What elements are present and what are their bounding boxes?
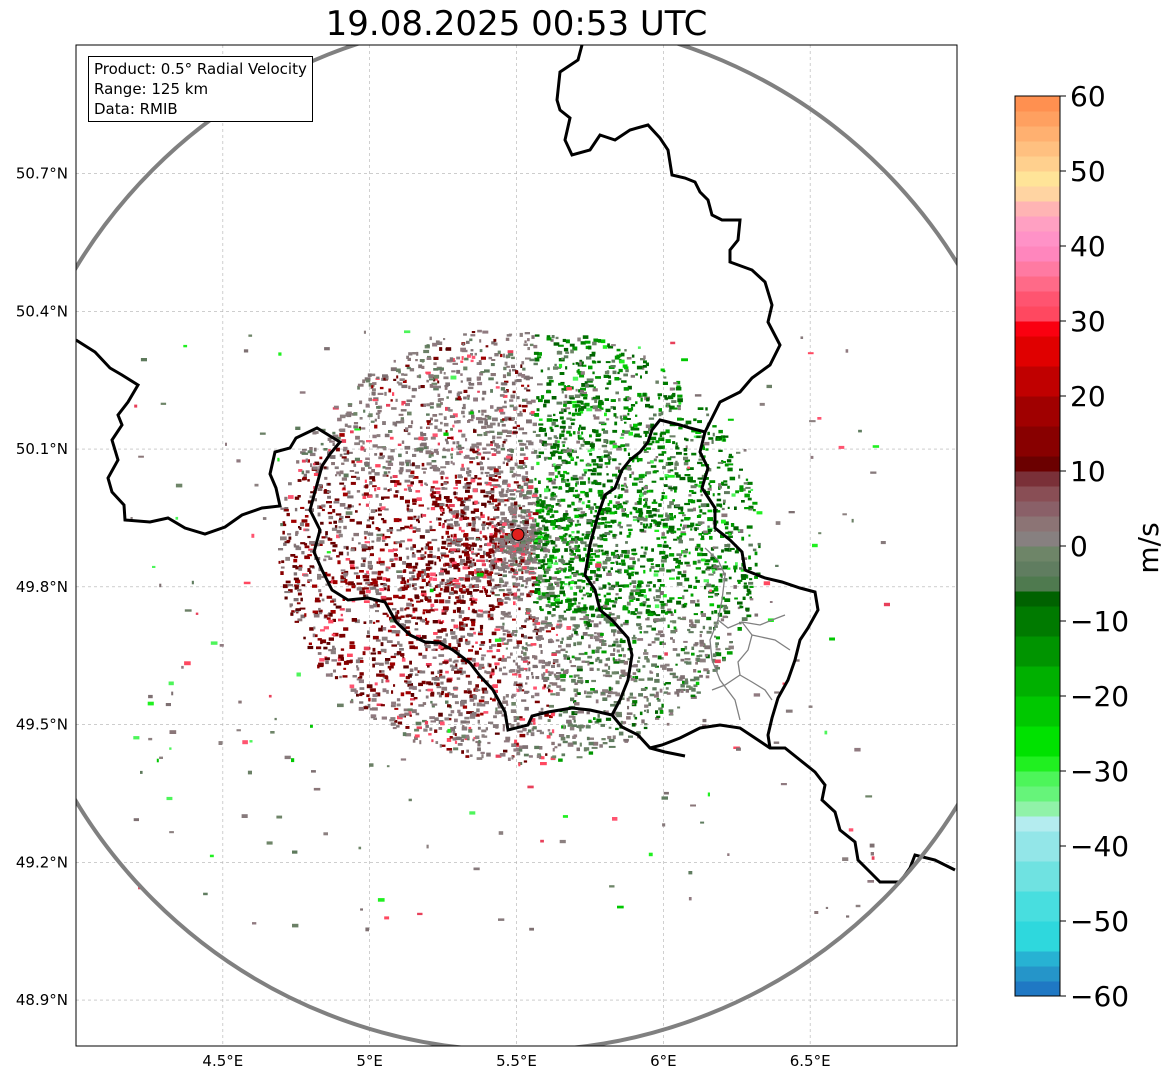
colorbar-band: [1015, 111, 1060, 127]
colorbar-band: [1015, 561, 1060, 577]
lat-tick-label: 49.5°N: [16, 716, 68, 734]
colorbar-unit: m/s: [1132, 522, 1165, 573]
colorbar-band: [1015, 171, 1060, 187]
colorbar-band: [1015, 801, 1060, 817]
colorbar-band: [1015, 696, 1060, 727]
border-be-fr: [76, 338, 686, 758]
colorbar-band: [1015, 231, 1060, 247]
info-box: Product: 0.5° Radial Velocity Range: 125…: [88, 56, 313, 122]
colorbar-band: [1015, 516, 1060, 532]
colorbar-band: [1015, 726, 1060, 757]
y-axis-ticks: 48.9°N 49.2°N 49.5°N 49.8°N 50.1°N 50.4°N 50.7…: [16, 165, 68, 1010]
colorbar-band: [1015, 306, 1060, 322]
colorbar-band: [1015, 531, 1060, 547]
colorbar-band: [1015, 126, 1060, 142]
colorbar-band: [1015, 456, 1060, 472]
radar-echoes: [130, 329, 890, 932]
colorbar-band: [1015, 501, 1060, 517]
colorbar-band: [1015, 861, 1060, 892]
border-lu-de: [698, 431, 820, 749]
colorbar-band: [1015, 486, 1060, 502]
colorbar-tick-label: −30: [1070, 755, 1129, 788]
colorbar-band: [1015, 186, 1060, 202]
lon-tick-label: 4.5°E: [202, 1052, 243, 1070]
lon-tick-label: 6°E: [650, 1052, 677, 1070]
radar-site-marker: [511, 527, 525, 541]
lat-tick-label: 50.7°N: [16, 165, 68, 183]
colorbar-band: [1015, 426, 1060, 457]
colorbar-band: [1015, 261, 1060, 277]
lat-tick-label: 49.2°N: [16, 853, 68, 871]
colorbar-band: [1015, 636, 1060, 667]
region-borders: [704, 547, 791, 721]
colorbar-tick-label: 30: [1070, 305, 1106, 338]
colorbar-tick-label: 40: [1070, 230, 1106, 263]
colorbar-tick-label: −10: [1070, 605, 1129, 638]
colorbar-tick-label: −20: [1070, 680, 1129, 713]
border-be-lu-de: [555, 45, 782, 716]
colorbar-band: [1015, 756, 1060, 772]
colorbar-band: [1015, 396, 1060, 427]
colorbar-band: [1015, 816, 1060, 832]
plot-frame: [75, 44, 958, 1047]
colorbar-band: [1015, 951, 1060, 967]
colorbar-band: [1015, 291, 1060, 307]
lat-tick-label: 50.1°N: [16, 440, 68, 458]
colorbar-tick-label: 50: [1070, 155, 1106, 188]
info-product: Product: 0.5° Radial Velocity: [94, 60, 307, 78]
colorbar-band: [1015, 921, 1060, 952]
colorbar-band: [1015, 156, 1060, 172]
colorbar-tick-label: 60: [1070, 80, 1106, 113]
x-axis-ticks: 4.5°E 5°E 5.5°E 6°E 6.5°E: [202, 1052, 830, 1070]
colorbar-tick-label: −40: [1070, 830, 1129, 863]
lat-tick-label: 49.8°N: [16, 578, 68, 596]
colorbar-band: [1015, 786, 1060, 802]
colorbar-band: [1015, 771, 1060, 787]
colorbar-bands: [1015, 96, 1060, 997]
colorbar-tick-label: 10: [1070, 455, 1106, 488]
colorbar-band: [1015, 891, 1060, 922]
colorbar-band: [1015, 831, 1060, 862]
lat-tick-label: 50.4°N: [16, 302, 68, 320]
colorbar-band: [1015, 321, 1060, 337]
colorbar-band: [1015, 591, 1060, 607]
colorbar-band: [1015, 966, 1060, 982]
colorbar-band: [1015, 981, 1060, 997]
colorbar-tick-label: 20: [1070, 380, 1106, 413]
colorbar-ticks: 60 50 40 30 20 10 0 −10 −20 −30 −40 −50 −60: [1060, 80, 1129, 1013]
colorbar-tick-label: −50: [1070, 905, 1129, 938]
colorbar-tick-label: −60: [1070, 980, 1129, 1013]
colorbar-band: [1015, 576, 1060, 592]
map-title: 19.08.2025 00:53 UTC: [325, 4, 708, 44]
info-source: Data: RMIB: [94, 100, 178, 118]
lat-tick-label: 48.9°N: [16, 991, 68, 1009]
colorbar-band: [1015, 606, 1060, 637]
colorbar-band: [1015, 471, 1060, 487]
colorbar-band: [1015, 216, 1060, 232]
colorbar-band: [1015, 276, 1060, 292]
lon-tick-label: 5.5°E: [496, 1052, 537, 1070]
colorbar-band: [1015, 336, 1060, 367]
colorbar-tick-label: 0: [1070, 530, 1088, 563]
colorbar-band: [1015, 141, 1060, 157]
lon-tick-label: 5°E: [356, 1052, 383, 1070]
colorbar-band: [1015, 546, 1060, 562]
colorbar-band: [1015, 366, 1060, 397]
colorbar-band: [1015, 201, 1060, 217]
info-range: Range: 125 km: [94, 80, 209, 98]
colorbar-band: [1015, 246, 1060, 262]
colorbar-band: [1015, 96, 1060, 112]
colorbar-band: [1015, 666, 1060, 697]
lon-tick-label: 6.5°E: [790, 1052, 831, 1070]
